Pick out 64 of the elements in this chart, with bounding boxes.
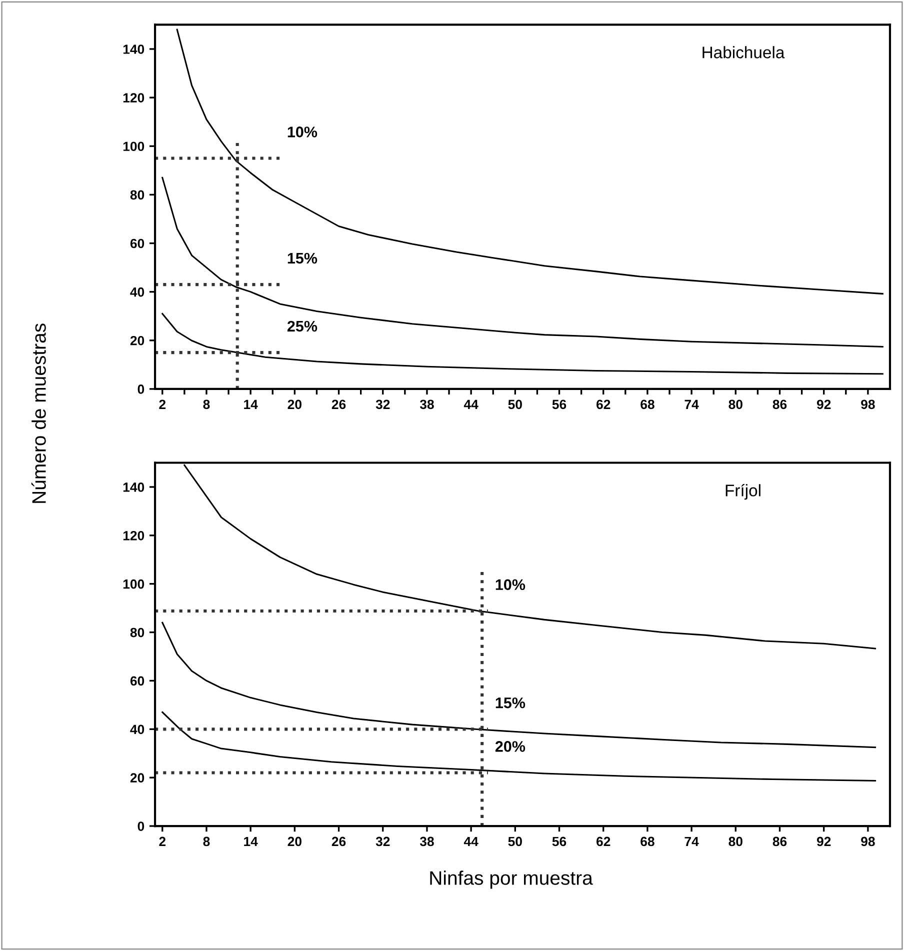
x-tick-label: 74 bbox=[684, 836, 699, 846]
y-tick-label: 120 bbox=[123, 93, 144, 102]
annotation: 20% bbox=[495, 741, 526, 752]
x-tick-label: 38 bbox=[420, 836, 434, 846]
x-tick-label: 20 bbox=[288, 400, 302, 410]
y-tick-label: 80 bbox=[130, 190, 144, 200]
x-tick-label: 50 bbox=[508, 400, 522, 410]
x-tick-label: 74 bbox=[684, 400, 699, 409]
y-tick-label: 40 bbox=[130, 724, 144, 734]
x-tick-label: 32 bbox=[376, 400, 390, 410]
text: Habichuela bbox=[702, 46, 785, 58]
y-axis-title: Número de muestras bbox=[31, 324, 46, 503]
y-tick-label: 20 bbox=[130, 336, 144, 346]
x-tick-label: 62 bbox=[596, 400, 610, 410]
x-axis-title: Ninfas por muestra bbox=[430, 870, 593, 889]
text: Fríjol bbox=[726, 484, 760, 500]
line-series bbox=[162, 176, 884, 348]
x-tick-label: 14 bbox=[244, 836, 258, 846]
x-tick-label: 14 bbox=[244, 400, 258, 409]
x-tick-label: 86 bbox=[772, 400, 787, 410]
x-tick-label: 62 bbox=[596, 836, 610, 846]
x-tick-label: 80 bbox=[728, 400, 742, 410]
annotation: 10% bbox=[288, 126, 318, 138]
x-tick-label: 26 bbox=[332, 836, 346, 846]
x-tick-label: 20 bbox=[288, 836, 302, 846]
x-tick-label: 68 bbox=[640, 400, 654, 410]
annotation: 15% bbox=[496, 697, 526, 708]
annotation: 15% bbox=[288, 252, 318, 264]
annotation: 25% bbox=[287, 320, 318, 332]
line-series bbox=[162, 312, 884, 375]
y-tick-label: 0 bbox=[138, 822, 144, 831]
x-tick-label: 92 bbox=[816, 400, 831, 410]
y-tick-label: 100 bbox=[123, 142, 144, 152]
x-tick-label: 44 bbox=[464, 400, 478, 409]
x-tick-label: 8 bbox=[203, 836, 210, 846]
x-tick-label: 56 bbox=[552, 836, 566, 846]
x-tick-label: 32 bbox=[376, 836, 390, 846]
x-tick-label: 38 bbox=[420, 400, 434, 410]
x-tick-label: 8 bbox=[203, 400, 210, 410]
annotation: 10% bbox=[496, 579, 526, 590]
y-tick-label: 20 bbox=[130, 773, 144, 783]
x-tick-label: 26 bbox=[332, 400, 346, 410]
x-tick-label: 44 bbox=[464, 836, 478, 846]
x-tick-label: 50 bbox=[508, 836, 522, 846]
line-series bbox=[176, 28, 884, 295]
x-tick-label: 2 bbox=[159, 836, 166, 846]
y-tick-label: 40 bbox=[130, 287, 144, 297]
x-tick-label: 98 bbox=[861, 836, 875, 846]
y-tick-label: 0 bbox=[138, 384, 144, 394]
x-tick-label: 86 bbox=[772, 836, 787, 846]
x-tick-label: 80 bbox=[728, 836, 742, 846]
x-tick-label: 98 bbox=[861, 400, 875, 410]
y-tick-label: 100 bbox=[123, 579, 144, 589]
y-tick-label: 80 bbox=[130, 628, 144, 638]
x-tick-label: 92 bbox=[816, 836, 831, 846]
y-tick-label: 60 bbox=[130, 238, 144, 248]
x-tick-label: 56 bbox=[552, 400, 566, 410]
y-tick-label: 140 bbox=[123, 482, 144, 492]
x-tick-label: 68 bbox=[640, 836, 654, 846]
y-tick-label: 120 bbox=[123, 530, 144, 540]
y-tick-label: 60 bbox=[130, 676, 144, 686]
x-tick-label: 2 bbox=[159, 400, 166, 409]
line-series bbox=[162, 711, 876, 782]
y-tick-label: 140 bbox=[123, 44, 144, 54]
